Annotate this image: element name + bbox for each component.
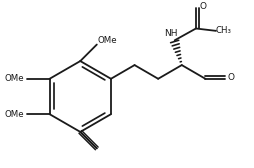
Text: NH: NH xyxy=(164,29,177,38)
Text: OMe: OMe xyxy=(97,36,117,45)
Text: OMe: OMe xyxy=(4,110,24,119)
Text: O: O xyxy=(227,73,234,82)
Text: O: O xyxy=(198,2,205,11)
Text: CH₃: CH₃ xyxy=(214,26,230,35)
Text: OMe: OMe xyxy=(4,74,24,83)
